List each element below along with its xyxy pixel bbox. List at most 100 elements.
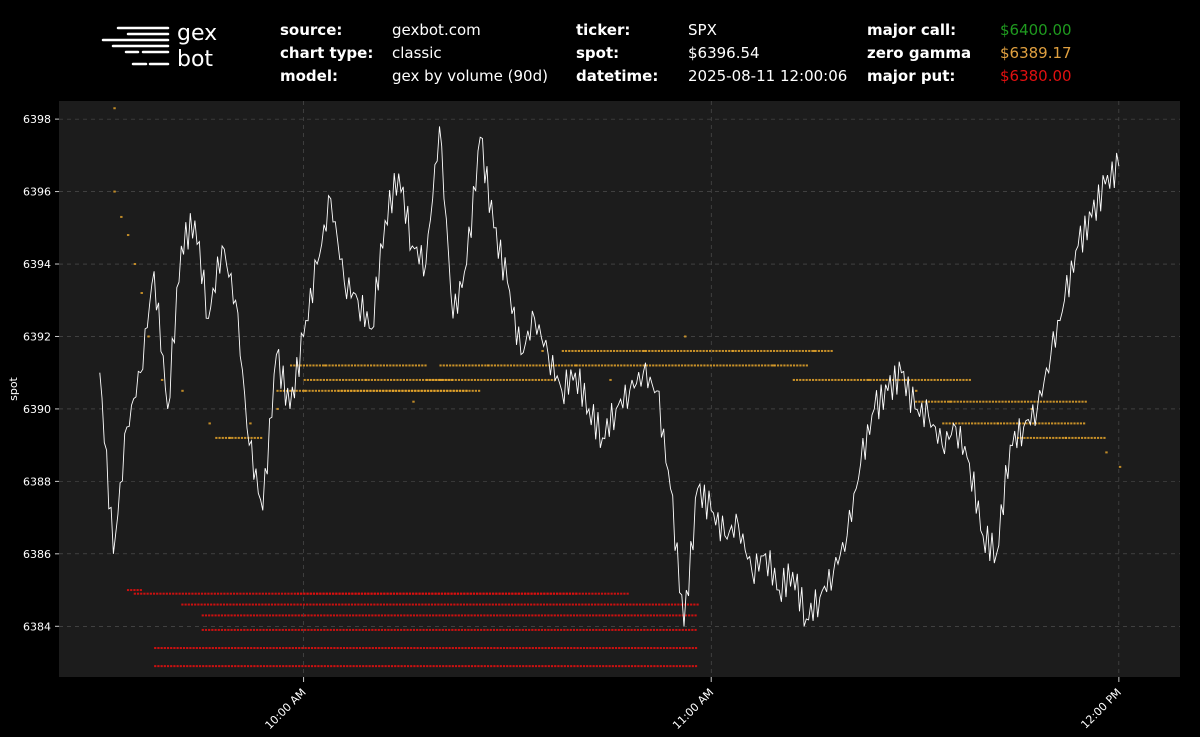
call-level-mark <box>1051 422 1054 425</box>
call-level-mark <box>353 364 357 367</box>
call-level-mark <box>298 389 302 392</box>
call-level-mark <box>244 436 247 439</box>
put-level-mark <box>397 665 400 668</box>
call-level-mark <box>805 364 808 367</box>
call-level-mark <box>959 378 962 381</box>
call-level-mark <box>1032 436 1036 439</box>
call-level-mark <box>907 378 911 381</box>
call-level-mark <box>684 335 687 338</box>
call-level-mark <box>956 400 959 403</box>
put-level-mark <box>565 603 568 606</box>
call-level-mark <box>1081 400 1084 403</box>
put-level-mark <box>668 614 672 617</box>
put-level-mark <box>573 647 576 650</box>
put-level-mark <box>413 647 416 650</box>
call-level-mark <box>1036 436 1039 439</box>
call-level-mark <box>999 422 1003 425</box>
call-level-mark <box>658 364 661 367</box>
put-level-mark <box>522 647 525 650</box>
put-level-mark <box>240 628 243 631</box>
call-level-mark <box>712 364 716 367</box>
put-level-mark <box>485 603 488 606</box>
call-level-mark <box>480 378 483 381</box>
put-level-mark <box>554 665 557 668</box>
put-level-mark <box>349 665 352 668</box>
put-level-mark <box>552 603 555 606</box>
put-level-mark <box>409 614 412 617</box>
put-level-mark <box>623 592 626 595</box>
put-level-mark <box>310 628 313 631</box>
call-level-mark <box>531 378 534 381</box>
x-tick-label: 12:00 PM <box>1078 686 1123 731</box>
call-level-mark <box>859 378 863 381</box>
call-level-mark <box>529 364 532 367</box>
put-level-mark <box>616 592 620 595</box>
put-level-mark <box>259 614 262 617</box>
put-level-mark <box>604 614 608 617</box>
call-level-mark <box>324 389 327 392</box>
put-level-mark <box>682 647 685 650</box>
put-level-mark <box>462 603 466 606</box>
put-level-mark <box>339 614 342 617</box>
put-level-mark <box>533 603 536 606</box>
put-level-mark <box>361 614 364 617</box>
put-level-mark <box>531 665 534 668</box>
put-level-mark <box>446 603 450 606</box>
call-level-mark <box>385 389 388 392</box>
call-level-mark <box>914 378 917 381</box>
call-level-mark <box>1073 422 1076 425</box>
put-level-mark <box>403 628 406 631</box>
put-level-mark <box>626 592 629 595</box>
call-level-mark <box>767 364 770 367</box>
put-level-mark <box>610 592 613 595</box>
call-level-mark <box>345 378 348 381</box>
put-level-mark <box>511 592 514 595</box>
call-level-mark <box>350 389 353 392</box>
put-level-mark <box>281 614 284 617</box>
put-level-mark <box>539 592 543 595</box>
call-level-mark <box>208 422 211 425</box>
call-level-mark <box>318 389 321 392</box>
call-level-mark <box>668 364 671 367</box>
put-level-mark <box>498 592 501 595</box>
call-level-mark <box>934 400 937 403</box>
call-level-mark <box>639 364 642 367</box>
put-level-mark <box>598 614 601 617</box>
put-level-mark <box>387 665 390 668</box>
spot-line <box>99 126 1120 627</box>
call-level-mark <box>260 436 263 439</box>
call-level-mark <box>1011 400 1014 403</box>
put-level-mark <box>379 603 382 606</box>
call-level-mark <box>785 349 788 352</box>
put-level-mark <box>306 592 309 595</box>
call-level-mark <box>969 400 972 403</box>
call-level-mark <box>426 389 430 392</box>
put-level-mark <box>496 614 499 617</box>
put-level-mark <box>572 614 576 617</box>
call-level-mark <box>532 364 535 367</box>
put-level-mark <box>243 647 246 650</box>
call-level-mark <box>901 378 904 381</box>
put-level-mark <box>579 647 582 650</box>
call-level-mark <box>389 364 392 367</box>
call-level-mark <box>382 364 385 367</box>
call-level-mark <box>471 364 474 367</box>
call-level-mark <box>799 364 802 367</box>
put-level-mark <box>278 628 281 631</box>
put-level-mark <box>604 628 608 631</box>
call-level-mark <box>378 389 382 392</box>
put-level-mark <box>336 665 339 668</box>
put-level-mark <box>220 628 224 631</box>
call-level-mark <box>648 349 651 352</box>
put-level-mark <box>630 614 633 617</box>
put-level-mark <box>415 592 418 595</box>
call-level-mark <box>392 364 395 367</box>
put-level-mark <box>358 665 362 668</box>
put-level-mark <box>427 603 430 606</box>
put-level-mark <box>581 603 584 606</box>
put-level-mark <box>243 665 246 668</box>
put-level-mark <box>563 628 566 631</box>
call-level-mark <box>1052 400 1055 403</box>
put-level-mark <box>384 614 387 617</box>
call-level-mark <box>974 422 977 425</box>
